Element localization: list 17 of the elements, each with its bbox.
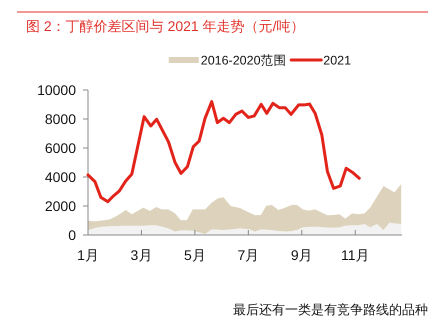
chart-title: 图 2：丁醇价差区间与 2021 年走势（元/吨） (26, 18, 304, 34)
x-tick-label: 3月 (130, 247, 152, 263)
y-tick-label: 2000 (44, 198, 76, 214)
legend-label: 2016-2020范围 (200, 54, 287, 68)
y-tick-label: 0 (68, 227, 76, 243)
y-tick-label: 6000 (44, 140, 76, 156)
y-tick-label: 10000 (37, 82, 76, 98)
legend-label: 2021 (323, 54, 352, 68)
x-tick-label: 1月 (77, 247, 99, 263)
line-series (86, 100, 361, 204)
y-tick-label: 8000 (44, 111, 76, 127)
x-tick-label: 9月 (290, 247, 313, 263)
x-tick-label: 7月 (237, 247, 260, 263)
y-tick-label: 4000 (44, 169, 76, 185)
text: 最后还有一类是有竞争路线的品种 (233, 302, 428, 317)
x-tick-label: 5月 (184, 247, 206, 263)
x-tick-label: 11月 (340, 247, 370, 263)
